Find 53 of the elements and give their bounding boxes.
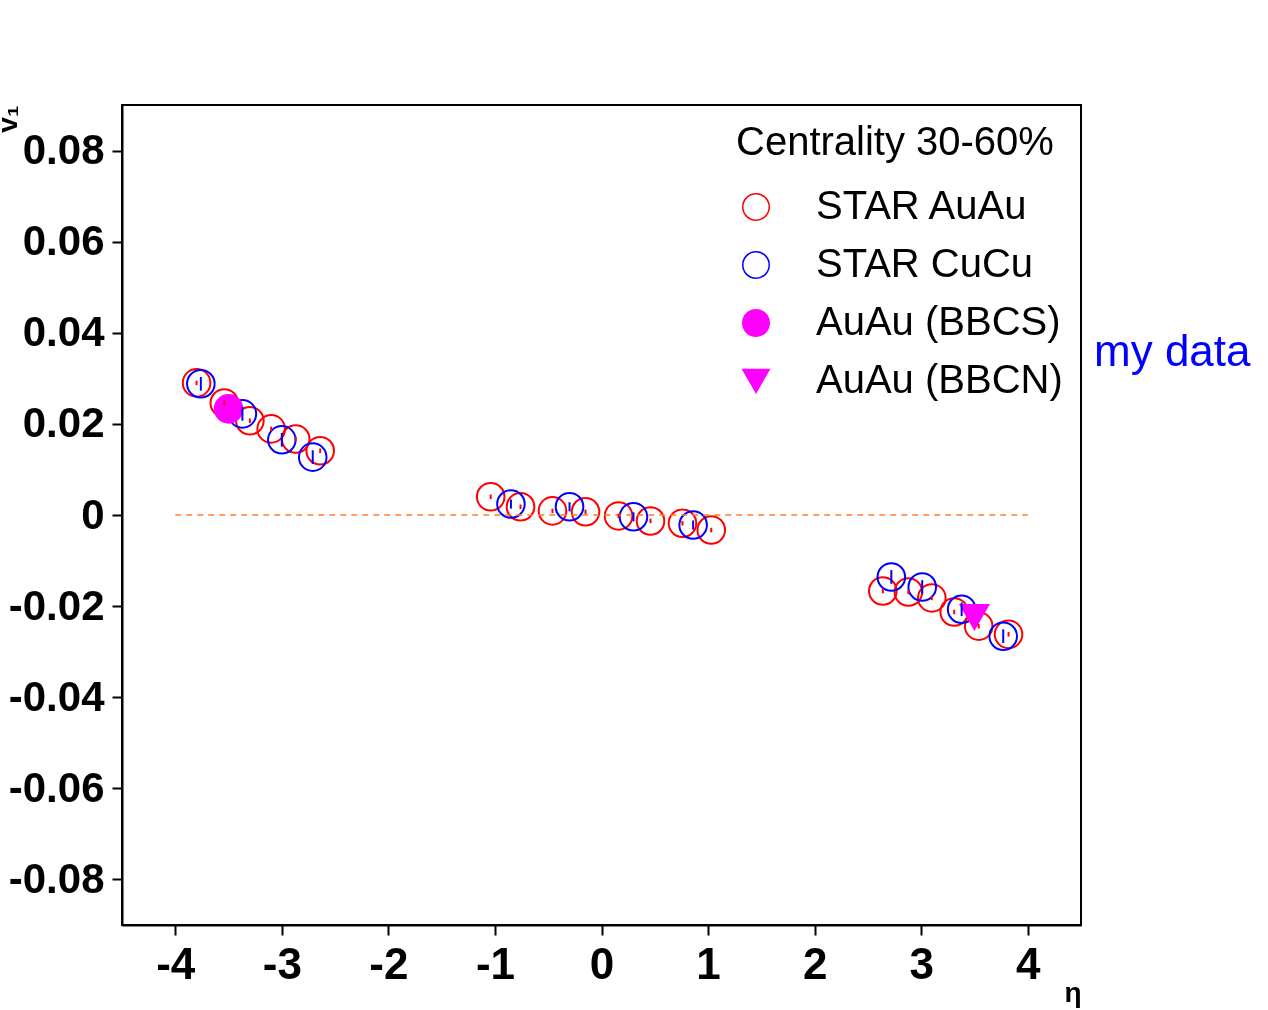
point (570, 497, 601, 527)
x-tick-label: 3 (909, 938, 934, 988)
point (496, 489, 526, 519)
y-tick-label: -0.08 (8, 854, 105, 902)
y-tick-label: -0.04 (8, 672, 106, 720)
x-tick-label: -2 (369, 938, 409, 988)
y-tick-label: 0.06 (22, 217, 105, 265)
x-tick-label: 4 (1015, 938, 1041, 988)
point (603, 501, 634, 531)
legend-label: AuAu (BBCN) (816, 357, 1063, 401)
point (267, 425, 297, 455)
x-tick-label: -3 (262, 938, 302, 988)
point (297, 442, 328, 472)
y-tick-label: -0.02 (8, 581, 105, 629)
y-tick-label: -0.06 (8, 763, 105, 811)
point (305, 436, 335, 466)
y-axis-title: v₁ (0, 105, 23, 133)
legend-label: STAR CuCu (816, 241, 1034, 285)
point (667, 508, 698, 538)
y-tick-label: 0.04 (22, 308, 106, 356)
point (993, 619, 1024, 650)
x-tick-label: 0 (589, 938, 615, 988)
legend-label: STAR AuAu (816, 183, 1027, 227)
y-tick-label: 0.02 (22, 399, 105, 447)
point (907, 572, 938, 602)
legend-title: Centrality 30-60% (736, 119, 1054, 163)
point (537, 496, 568, 526)
point (959, 604, 990, 630)
point (893, 577, 924, 607)
point (213, 394, 244, 424)
point (678, 510, 708, 540)
x-tick-label: -4 (156, 938, 196, 988)
y-tick-label: 0 (81, 490, 105, 538)
point (868, 576, 898, 606)
point (475, 482, 506, 512)
x-axis-title: η (1064, 976, 1082, 1008)
x-tick-label: 2 (802, 938, 828, 988)
point (505, 492, 536, 522)
x-tick-label: -1 (475, 938, 516, 988)
point (988, 621, 1018, 651)
point (876, 562, 907, 592)
point (256, 414, 286, 444)
point (280, 424, 311, 454)
point (696, 515, 727, 545)
point (554, 492, 585, 522)
point (618, 502, 649, 532)
legend-label: AuAu (BBCS) (816, 299, 1061, 343)
text: my data (1094, 326, 1251, 376)
y-tick-label: 0.08 (22, 126, 105, 174)
point (917, 583, 947, 613)
x-tick-label: 1 (696, 938, 721, 988)
point (235, 405, 265, 436)
point (635, 506, 666, 536)
